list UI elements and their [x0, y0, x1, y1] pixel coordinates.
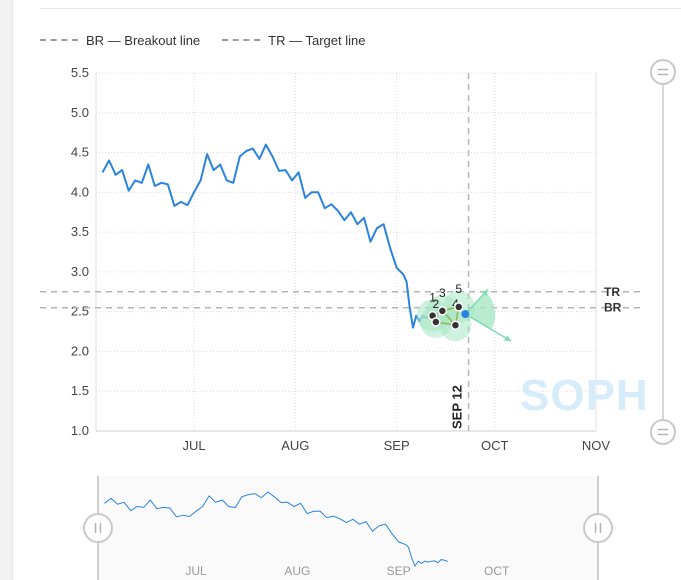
- y-tick-label: 4.0: [71, 184, 89, 199]
- left-rail: [0, 0, 13, 580]
- x-tick-label: OCT: [481, 438, 509, 453]
- pattern-point-3: [437, 306, 448, 316]
- handle-circle: [650, 419, 676, 445]
- legend-swatch-breakout: [40, 39, 78, 41]
- handle-circle: [650, 59, 676, 85]
- pattern-point-4: [450, 320, 461, 330]
- legend-swatch-target: [222, 39, 261, 41]
- top-divider: [40, 8, 681, 9]
- reference-tag-tr: TR: [604, 285, 620, 299]
- series: [101, 143, 447, 329]
- y-tick-label: 2.5: [71, 304, 89, 319]
- navigator-panel: [98, 476, 598, 580]
- y-tick-label: 3.0: [71, 264, 89, 279]
- reference-lines: TR BR SEP 12: [40, 73, 640, 431]
- pattern-point-label-2: 2: [433, 297, 440, 311]
- forecast-wedge: [465, 292, 496, 330]
- legend-item-breakout[interactable]: BR — Breakout line: [40, 33, 200, 48]
- y-tick-label: 5.0: [71, 105, 89, 120]
- grid: [95, 72, 597, 432]
- x-tick-label: NOV: [582, 438, 611, 453]
- x-axis: JUL AUG SEP OCT NOV: [182, 438, 610, 453]
- y-tick-label: 3.5: [71, 224, 89, 239]
- pattern-point-5: [453, 302, 464, 312]
- navigator[interactable]: JUL AUG SEP OCT: [83, 476, 613, 580]
- forecast-arrow-head: [504, 335, 512, 342]
- legend: BR — Breakout line TR — Target line: [40, 31, 365, 49]
- y-tick-label: 4.5: [71, 145, 89, 160]
- breakout-point: [461, 310, 470, 319]
- scrollbar-top-handle[interactable]: [650, 59, 676, 85]
- vertical-marker-label: SEP 12: [450, 385, 465, 429]
- y-axis: 1.0 1.5 2.0 2.5 3.0 3.5 4.0 4.5 5.0 5.5: [71, 65, 89, 438]
- pattern-point-2: [431, 317, 441, 327]
- navigator-tick-label: AUG: [284, 564, 310, 578]
- navigator-left-handle[interactable]: [83, 513, 113, 543]
- y-tick-label: 2.0: [71, 343, 89, 358]
- price-line: [101, 143, 447, 329]
- scrollbar-bottom-handle[interactable]: [650, 419, 676, 445]
- forecast-arrow-head: [481, 289, 489, 297]
- y-tick-label: 1.5: [71, 383, 89, 398]
- pattern-point-label-3: 3: [439, 286, 446, 300]
- pattern-overlay[interactable]: 12345: [416, 282, 512, 342]
- pattern-point-label-5: 5: [455, 282, 462, 296]
- forecast-arrow-line: [464, 313, 512, 342]
- x-tick-label: AUG: [281, 438, 309, 453]
- vertical-scrollbar[interactable]: [650, 59, 676, 445]
- handle-circle: [83, 513, 113, 543]
- reference-tag-br: BR: [604, 301, 622, 315]
- y-tick-label: 5.5: [71, 65, 89, 80]
- navigator-right-handle[interactable]: [583, 513, 613, 543]
- handle-circle: [583, 513, 613, 543]
- navigator-series: [104, 491, 448, 568]
- navigator-tick-label: SEP: [387, 564, 411, 578]
- watermark: SOPH: [520, 371, 649, 420]
- x-tick-label: JUL: [182, 438, 205, 453]
- navigator-tick-label: OCT: [484, 564, 510, 578]
- pattern-point-label-1: 1: [429, 291, 436, 305]
- y-tick-label: 1.0: [71, 423, 89, 438]
- legend-label-breakout: BR — Breakout line: [86, 32, 201, 48]
- x-tick-label: SEP: [384, 438, 410, 453]
- legend-item-target[interactable]: TR — Target line: [222, 33, 365, 48]
- navigator-tick-label: JUL: [185, 564, 207, 578]
- legend-label-target: TR — Target line: [268, 32, 366, 48]
